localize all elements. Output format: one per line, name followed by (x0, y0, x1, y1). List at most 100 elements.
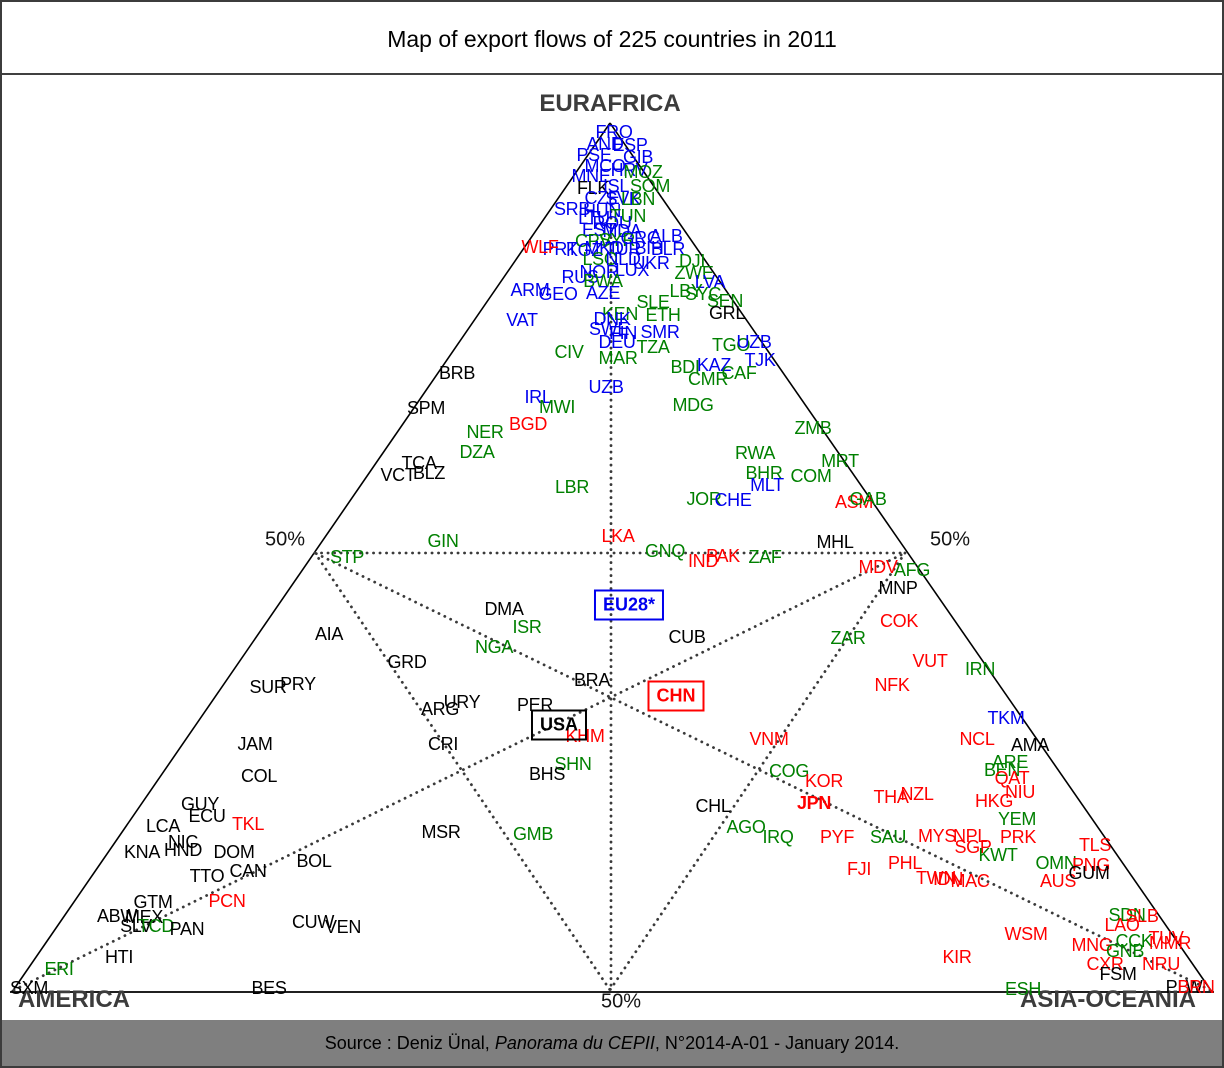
country-label-flk: FLK (576, 178, 610, 198)
country-label-kor: KOR (804, 771, 844, 791)
country-label-yem: YEM (997, 809, 1037, 829)
country-label-lso: LSO (582, 249, 618, 269)
country-label-som: SOM (629, 176, 671, 196)
country-label-hnd: HND (163, 840, 203, 860)
country-label-mdg: MDG (672, 395, 714, 415)
country-label-col: COL (240, 766, 278, 786)
pole-label-asia-oceania: ASIA-OCEANIA (1019, 986, 1196, 1013)
country-label-gin: GIN (427, 531, 459, 551)
source-bar: Source : Deniz Ünal, Panorama du CEPII, … (2, 1020, 1222, 1066)
country-label-mrt: MRT (821, 451, 859, 471)
country-label-alb: ALB (649, 226, 683, 246)
country-label-wsm: WSM (1004, 924, 1048, 944)
country-label-blr: BLR (650, 239, 686, 259)
country-label-uzb: UZB (588, 377, 624, 397)
country-label-lbn: LBN (620, 189, 656, 209)
country-label-nor: NOR (579, 262, 619, 282)
country-label-lux: LUX (614, 260, 650, 280)
country-label-ama: AMA (1010, 735, 1050, 755)
country-label-tun: TUN (609, 206, 647, 226)
country-label-tha: THA (873, 787, 909, 807)
country-label-grl: GRL (708, 303, 746, 323)
country-label-lca: LCA (145, 816, 181, 836)
country-label-blz: BLZ (412, 463, 446, 483)
country-label-brn: BRN (1177, 977, 1215, 997)
country-label-mhl: MHL (816, 532, 854, 552)
country-label-srb: SRB (553, 199, 591, 219)
country-label-cuw: CUW (291, 912, 335, 932)
country-label-mmr: MMR (1148, 933, 1192, 953)
country-label-chl: CHL (695, 796, 731, 816)
country-label-com: COM (790, 466, 832, 486)
country-label-eth: ETH (645, 305, 681, 325)
country-label-mkd: MKD (584, 238, 624, 258)
country-label-nzl: NZL (900, 784, 934, 804)
source-text-suffix: , N°2014-A-01 - January 2014. (654, 1032, 900, 1053)
country-label-niu: NIU (1004, 782, 1036, 802)
country-label-tjk: TJK (744, 350, 776, 370)
country-label-bhs: BHS (528, 764, 566, 784)
country-label-dma: DMA (484, 599, 524, 619)
country-label-pse: PSE (576, 145, 612, 165)
country-label-rus: RUS (561, 267, 599, 287)
country-label-ven: VEN (324, 917, 362, 937)
country-label-qat: QAT (994, 768, 1030, 788)
country-label-gtm: GTM (133, 892, 173, 912)
country-label-tcd: TCD (137, 916, 175, 936)
source-text-publication: Panorama du CEPII (494, 1032, 655, 1053)
country-label-pcn: PCN (208, 891, 246, 911)
country-label-mar: MAR (598, 348, 638, 368)
country-label-esp: ESP (612, 135, 648, 155)
country-label-bra: BRA (573, 670, 611, 690)
country-label-tgo: TGO (711, 335, 751, 355)
country-label-caf: CAF (721, 363, 757, 383)
gridline-50pct-label: 50% (264, 528, 306, 551)
country-label-hrv: HRV (610, 160, 648, 180)
country-label-cmr: CMR (687, 369, 729, 389)
country-label-brb: BRB (438, 363, 476, 383)
country-label-cze: CZE (584, 188, 620, 208)
country-label-mlt: MLT (750, 475, 784, 495)
country-label-fji: FJI (846, 859, 872, 879)
country-label-sau: SAU (869, 827, 907, 847)
country-label-prt: PRT (542, 239, 578, 259)
country-label-vat: VAT (506, 310, 538, 330)
country-label-phl: PHL (887, 853, 923, 873)
country-label-kgz: KGZ (565, 240, 603, 260)
country-label-jpn: JPN (796, 793, 832, 813)
country-label-sdn: SDN (1108, 905, 1146, 925)
country-label-gnq: GNQ (644, 541, 686, 561)
country-label-tca: TCA (401, 453, 437, 473)
country-label-arg: ARG (420, 699, 460, 719)
country-label-kir: KIR (942, 947, 972, 967)
country-label-lbr: LBR (554, 477, 590, 497)
country-label-gmb: GMB (512, 824, 554, 844)
country-label-ecu: ECU (188, 806, 226, 826)
country-label-grc: GRC (620, 228, 660, 248)
country-label-eri: ERI (44, 959, 74, 979)
country-label-msr: MSR (421, 822, 461, 842)
country-label-kwt: KWT (978, 845, 1018, 865)
country-label-cck: CCK (1115, 931, 1153, 951)
country-label-deu: DEU (598, 332, 636, 352)
country-label-cok: COK (879, 611, 919, 631)
country-label-che: CHE (714, 490, 752, 510)
country-label-mac: MAC (950, 871, 990, 891)
country-label-sen: SEN (706, 291, 744, 311)
country-label-are: ARE (991, 752, 1029, 772)
country-label-gab: GAB (849, 489, 887, 509)
country-label-plw: PLW (1165, 977, 1203, 997)
country-label-pry: PRY (280, 674, 316, 694)
country-label-grd: GRD (387, 652, 427, 672)
country-label-rwa: RWA (734, 443, 776, 463)
country-label-stp: STP (329, 547, 365, 567)
country-label-hti: HTI (104, 947, 134, 967)
country-label-shn: SHN (554, 754, 592, 774)
page-title: Map of export flows of 225 countries in … (387, 26, 837, 52)
country-label-and: AND (586, 134, 624, 154)
country-label-bwa: BWA (583, 271, 623, 291)
country-label-ago: AGO (726, 817, 766, 837)
country-label-mdv: MDV (858, 557, 898, 577)
